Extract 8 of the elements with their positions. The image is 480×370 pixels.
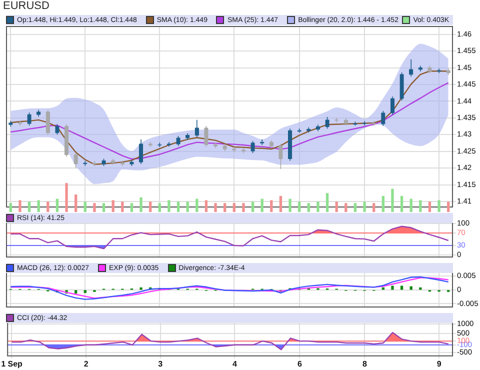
x-tick-label: 4 <box>232 359 238 368</box>
x-tick-label: 3 <box>158 359 164 368</box>
x-tick-label: 1 Sep <box>1 359 23 368</box>
x-tick-label: 6 <box>297 359 302 368</box>
x-tick-label: 8 <box>362 359 368 368</box>
x-tick-label: 2 <box>84 359 89 368</box>
x-tick-label: 9 <box>436 359 442 368</box>
chart-title: EURUSD <box>3 0 50 12</box>
